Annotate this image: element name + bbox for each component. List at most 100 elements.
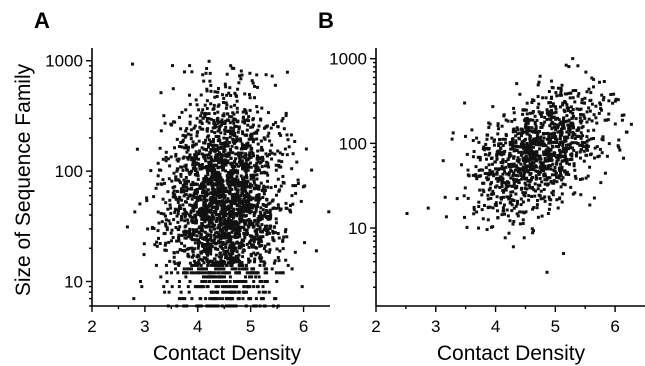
data-point <box>248 144 252 148</box>
data-point <box>222 101 225 104</box>
data-point <box>229 157 233 160</box>
data-point <box>564 172 568 176</box>
data-point <box>252 238 256 242</box>
data-point <box>555 159 559 163</box>
data-point <box>568 158 572 161</box>
data-point <box>188 227 192 231</box>
data-point <box>543 132 547 136</box>
data-point <box>237 241 241 245</box>
data-point <box>517 181 521 185</box>
data-point <box>230 249 233 253</box>
data-point <box>294 184 298 188</box>
data-point <box>509 190 513 194</box>
data-point <box>212 163 216 167</box>
data-point <box>516 156 520 160</box>
data-point <box>177 157 181 161</box>
data-point <box>196 174 200 178</box>
data-point <box>252 176 256 180</box>
data-point <box>600 151 604 155</box>
data-point <box>214 197 218 200</box>
data-point <box>212 107 216 111</box>
data-point <box>537 172 541 176</box>
data-point <box>477 168 481 172</box>
data-point <box>227 180 231 184</box>
data-point <box>272 261 276 265</box>
data-point <box>202 207 206 211</box>
data-point <box>266 179 269 183</box>
data-point <box>538 177 542 180</box>
data-point <box>510 147 514 150</box>
data-point <box>255 105 259 109</box>
data-point <box>225 236 229 240</box>
data-point <box>554 137 557 141</box>
data-point <box>224 256 227 260</box>
data-point <box>268 210 272 214</box>
data-point <box>516 214 520 218</box>
data-point <box>209 275 213 279</box>
data-point <box>565 130 569 134</box>
data-point <box>576 94 580 98</box>
data-point <box>540 180 544 184</box>
data-point <box>202 256 206 260</box>
data-point <box>582 159 586 163</box>
data-point <box>498 201 502 205</box>
data-point <box>192 192 196 196</box>
data-point <box>170 123 174 127</box>
data-point <box>581 113 585 117</box>
data-point <box>284 111 288 115</box>
data-point <box>242 248 246 252</box>
x-tick-label: 2 <box>371 317 380 336</box>
data-point <box>236 181 239 184</box>
data-point <box>204 204 208 208</box>
data-point <box>191 255 194 259</box>
data-point <box>542 153 546 157</box>
data-point <box>549 167 553 171</box>
data-point <box>169 211 173 215</box>
data-point <box>483 148 487 152</box>
data-point <box>237 81 241 85</box>
data-point <box>212 137 215 141</box>
data-point <box>587 138 591 142</box>
data-point <box>190 297 194 301</box>
data-point <box>278 188 282 192</box>
data-point <box>547 195 551 199</box>
data-point <box>550 173 554 177</box>
data-point <box>221 263 225 267</box>
data-point <box>232 243 236 246</box>
data-point <box>537 171 540 175</box>
data-point <box>480 193 484 197</box>
data-point <box>217 178 221 181</box>
data-point <box>159 275 163 279</box>
data-point <box>211 199 215 203</box>
data-point <box>552 133 556 137</box>
data-point <box>208 79 212 83</box>
data-point <box>209 263 213 267</box>
data-point <box>271 231 275 235</box>
data-point <box>248 93 251 96</box>
data-point <box>228 135 232 139</box>
data-point <box>530 129 534 133</box>
data-point <box>215 95 219 98</box>
data-point <box>219 217 223 221</box>
data-point <box>534 139 538 143</box>
data-point <box>206 233 210 237</box>
data-point <box>259 230 263 234</box>
data-point <box>177 297 181 301</box>
data-point <box>203 271 207 275</box>
data-point <box>213 90 217 94</box>
data-point <box>558 152 562 155</box>
data-point <box>532 150 536 154</box>
data-point <box>487 126 491 129</box>
data-point <box>215 235 219 239</box>
data-point <box>525 187 529 191</box>
data-point <box>194 142 198 146</box>
data-point <box>505 172 509 176</box>
data-point <box>186 148 190 152</box>
data-point <box>227 246 231 250</box>
data-point <box>203 157 207 160</box>
data-point <box>229 171 233 175</box>
data-point <box>193 205 197 209</box>
data-point <box>247 275 251 279</box>
data-point <box>256 149 260 153</box>
data-point <box>515 126 519 130</box>
